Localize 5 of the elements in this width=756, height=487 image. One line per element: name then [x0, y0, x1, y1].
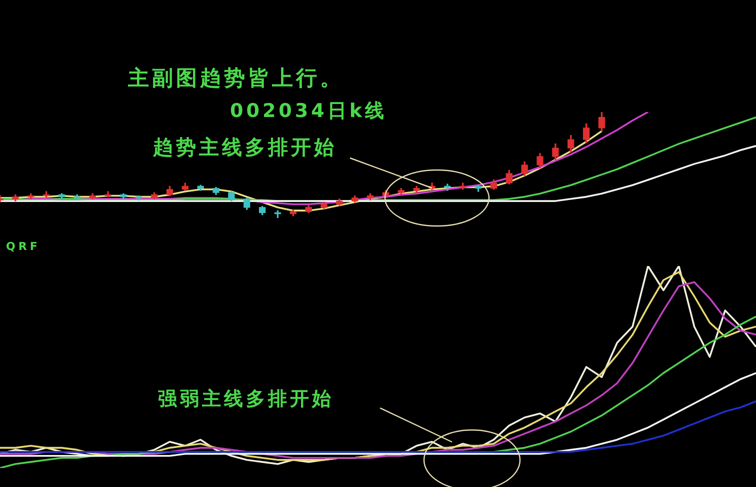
chart-title: QRF	[6, 240, 40, 253]
annotation: 强弱主线多排开始	[158, 387, 334, 412]
annotation: 002034日k线	[230, 99, 387, 124]
chart-title: 主副图趋势皆上行。	[128, 65, 344, 92]
annotation: 趋势主线多排开始	[153, 134, 337, 161]
